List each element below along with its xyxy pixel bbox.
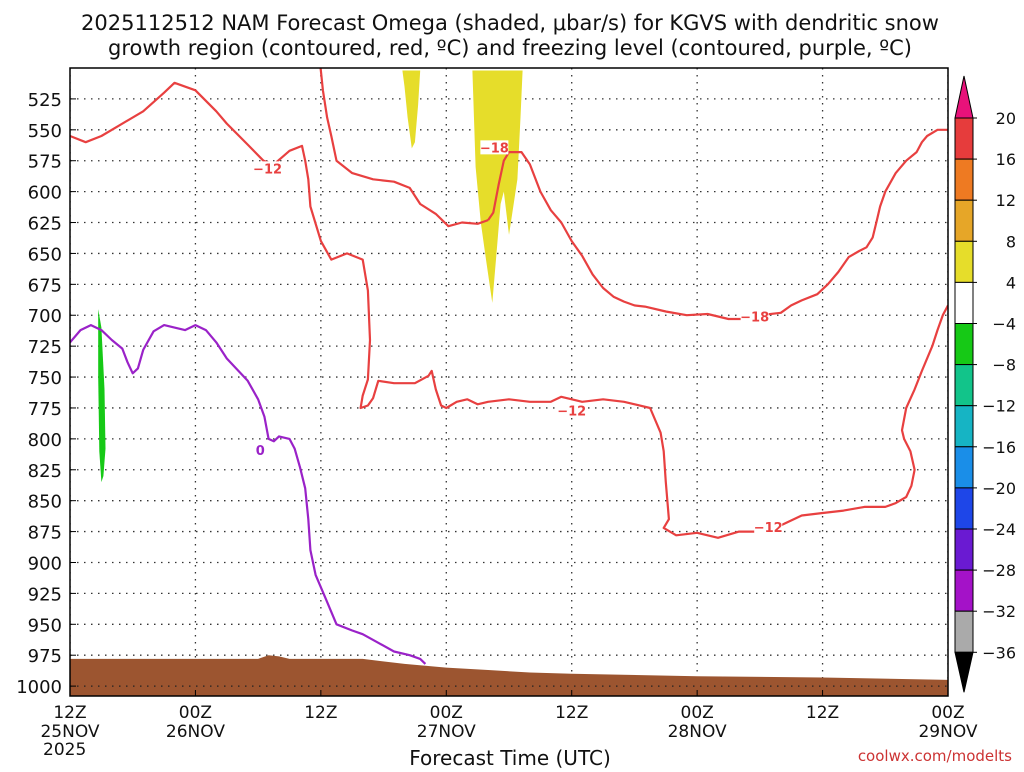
- colorbar-label: −24: [982, 520, 1016, 539]
- x-tick-date: 27NOV: [417, 722, 476, 742]
- colorbar-label: −16: [982, 438, 1016, 457]
- contour-label-bg: [740, 309, 769, 324]
- contour-dgz-upper--12: [70, 81, 948, 539]
- x-axis-label: Forecast Time (UTC): [409, 746, 611, 768]
- colorbar-label: −8: [992, 356, 1016, 375]
- colorbar-swatch: [954, 240, 974, 283]
- colorbar-swatch: [954, 569, 974, 612]
- colorbar-swatch: [954, 405, 974, 448]
- y-tick-label: 675: [28, 275, 62, 296]
- colorbar-swatch: [954, 446, 974, 489]
- y-tick-label: 950: [28, 615, 62, 636]
- colorbar-swatch: [954, 117, 974, 160]
- colorbar-label: −32: [982, 602, 1016, 621]
- x-tick-date: 25NOV: [40, 722, 99, 742]
- contour-label: 0: [256, 444, 265, 459]
- contour-label: −18: [740, 311, 769, 326]
- contour-freezing-0: [70, 324, 427, 665]
- colorbar-label: −4: [992, 315, 1016, 334]
- colorbar-label: −28: [982, 561, 1016, 580]
- colorbar-swatch: [954, 487, 974, 530]
- y-tick-label: 550: [28, 121, 62, 142]
- contour-label-bg: [254, 443, 267, 458]
- colorbar-label: 4: [1006, 273, 1016, 292]
- y-tick-label: 925: [28, 584, 62, 605]
- colorbar-label: −20: [982, 479, 1016, 498]
- contour-label-bg: [480, 140, 509, 155]
- y-tick-label: 575: [28, 152, 62, 173]
- y-tick-label: 975: [28, 646, 62, 667]
- contour-label-bg: [557, 403, 586, 418]
- chart-title-line1: 2025112512 NAM Forecast Omega (shaded, μ…: [81, 11, 939, 35]
- x-tick-label: 00Z: [430, 703, 463, 723]
- x-tick-label: 12Z: [53, 703, 86, 723]
- contour-label: −12: [754, 521, 783, 536]
- colorbar-swatch: [954, 281, 974, 324]
- y-tick-label: 600: [28, 183, 62, 204]
- colorbar-label: 12: [996, 191, 1016, 210]
- colorbar-label: 8: [1006, 232, 1016, 251]
- x-tick-label: 00Z: [179, 703, 212, 723]
- y-tick-label: 750: [28, 368, 62, 389]
- y-tick-label: 850: [28, 492, 62, 513]
- chart-title-line2: growth region (contoured, red, ºC) and f…: [108, 36, 912, 60]
- plot-area: −12 −18 −18 −12 −12 0 525 550 575 600 625 650 675 700…: [16, 67, 978, 760]
- colorbar-swatch: [954, 364, 974, 407]
- x-tick-year: 2025: [43, 740, 86, 760]
- y-tick-label: 525: [28, 90, 62, 111]
- y-tick-label: 625: [28, 214, 62, 235]
- shaded-omega-yellow-1: [402, 70, 421, 149]
- colorbar-label: 20: [996, 109, 1016, 128]
- x-tick-label: 00Z: [681, 703, 714, 723]
- colorbar-label: −12: [982, 397, 1016, 416]
- plot-frame: [69, 67, 949, 697]
- contour-label: −12: [557, 405, 586, 420]
- y-tick-label: 775: [28, 399, 62, 420]
- contour-dgz-lower--18: [487, 128, 948, 321]
- colorbar-label: 16: [996, 150, 1016, 169]
- contour-label-bg: [754, 519, 783, 534]
- x-tick-date: 26NOV: [166, 722, 225, 742]
- contour-label: −18: [480, 141, 509, 156]
- x-tick-label: 12Z: [304, 703, 337, 723]
- x-tick-label: 12Z: [555, 703, 588, 723]
- x-tick-date: 29NOV: [918, 722, 977, 742]
- y-tick-label: 1000: [16, 677, 62, 698]
- colorbar-swatch: [954, 323, 974, 366]
- colorbar-swatch: [954, 199, 974, 242]
- contour-dgz-upper--12-top: [319, 68, 489, 228]
- colorbar-label: −36: [982, 643, 1016, 662]
- x-tick-label: 12Z: [806, 703, 839, 723]
- shaded-omega-green: [98, 309, 106, 483]
- x-tick-label: 00Z: [931, 703, 964, 723]
- plot-inner: −12 −18 −18 −12 −12 0: [70, 68, 948, 696]
- y-tick-label: 900: [28, 553, 62, 574]
- x-tick-date: 28NOV: [668, 722, 727, 742]
- colorbar-swatch: [954, 610, 974, 653]
- y-tick-label: 800: [28, 430, 62, 451]
- y-tick-label: 725: [28, 337, 62, 358]
- y-tick-label: 875: [28, 523, 62, 544]
- y-tick-label: 825: [28, 461, 62, 482]
- colorbar-swatch: [954, 528, 974, 571]
- y-tick-label: 650: [28, 244, 62, 265]
- contour-label-bg: [253, 161, 282, 176]
- colorbar: 20 16 12 8 4 −4 −8 −12 −16 −20 −24 −28 −32 −36: [954, 75, 1016, 693]
- colorbar-swatch: [954, 158, 974, 201]
- watermark-text: coolwx.com/modelts: [858, 747, 1012, 765]
- colorbar-bottom-arrow: [954, 651, 974, 693]
- contour-label: −12: [253, 162, 282, 177]
- y-tick-label: 700: [28, 306, 62, 327]
